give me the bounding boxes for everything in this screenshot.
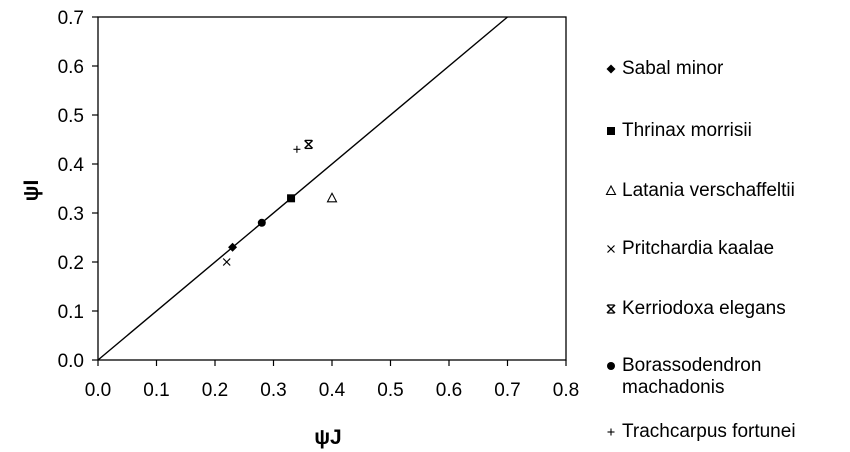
diamond-marker-shape (606, 64, 616, 74)
x-axis-label: ψJ (314, 426, 342, 449)
x-marker-icon (600, 238, 622, 260)
square-shape (287, 194, 296, 203)
plus-marker-icon (600, 421, 622, 443)
legend-item: Latania verschaffeltii (600, 180, 850, 202)
legend-label-line: Latania verschaffeltii (622, 180, 795, 201)
data-point-open-triangle (326, 192, 338, 203)
legend-label: Borassodendron machadonis (622, 355, 761, 399)
plot-area: 0.0 0.1 0.2 0.3 0.4 0.5 0.6 0.7 0.0 0.1 0.2 0.3 0.4 0… (20, 8, 579, 449)
legend-label-line: Borassodendron (622, 355, 762, 376)
legend-label-line: Thrinax morrisii (622, 120, 752, 141)
circle-shape (257, 218, 266, 227)
y-tick-label: 0.5 (58, 106, 84, 127)
data-point-asterisk-x (304, 139, 314, 150)
legend-label-line: Trachcarpus fortunei (622, 421, 796, 442)
data-point-x (222, 258, 231, 266)
x-marker-shape (607, 245, 615, 253)
x-stroke (304, 139, 314, 149)
legend-label-line: Pritchardia kaalae (622, 238, 775, 259)
x-tick-label: 0.8 (553, 380, 579, 401)
asterisk-x-marker-icon (600, 298, 622, 320)
x-stroke (607, 245, 615, 253)
square-shape (607, 127, 615, 135)
x-tick-label: 0.5 (377, 380, 403, 401)
y-tick-label: 0.6 (58, 57, 84, 78)
plus-marker-shape (607, 428, 615, 436)
y-tick-label: 0.1 (58, 302, 84, 323)
square-marker-shape (607, 127, 615, 135)
triangle-shape (326, 192, 338, 203)
circle-marker-icon (600, 355, 622, 377)
data-point-plus (293, 145, 301, 153)
open-triangle-marker-icon (600, 180, 622, 202)
x-tick-label: 0.1 (143, 380, 169, 401)
x-tick-label: 0.4 (319, 380, 346, 401)
y-axis-label: ψI (20, 180, 43, 202)
reference-line-y-equals-x (97, 16, 508, 361)
x-tick-label: 0.7 (494, 380, 520, 401)
legend-label-line: Sabal minor (622, 58, 724, 79)
legend-item: Borassodendron machadonis (600, 355, 850, 399)
y-tick-label: 0.0 (58, 351, 84, 372)
diamond-shape (228, 242, 238, 252)
circle-marker-shape (607, 362, 615, 370)
legend-label: Latania verschaffeltii (622, 180, 795, 202)
legend-item: Trachcarpus fortunei (600, 421, 850, 443)
data-point-circle (257, 218, 266, 227)
asterisk-x-marker-shape (606, 304, 616, 314)
open-triangle-marker-shape (605, 184, 617, 196)
x-tick-label: 0.6 (436, 380, 462, 401)
legend-label: Sabal minor (622, 58, 723, 80)
diamond-marker-icon (600, 58, 622, 80)
square-marker-icon (600, 120, 622, 142)
legend-item: Sabal minor (600, 58, 850, 80)
x-tick-label: 0.3 (260, 380, 286, 401)
data-point-diamond (228, 242, 238, 252)
legend-label: Trachcarpus fortunei (622, 421, 796, 443)
x-tick-label: 0.0 (85, 380, 111, 401)
legend-label: Kerriodoxa elegans (622, 298, 786, 320)
y-tick-label: 0.3 (58, 204, 84, 225)
legend-item: Kerriodoxa elegans (600, 298, 850, 320)
x-stroke (606, 304, 616, 314)
data-point-square (287, 194, 296, 203)
y-tick-label: 0.4 (58, 155, 85, 176)
x-stroke (222, 258, 231, 266)
legend-label: Pritchardia kaalae (622, 238, 774, 260)
diamond-shape (606, 64, 616, 74)
legend-label: Thrinax morrisii (622, 120, 752, 142)
triangle-shape (605, 184, 617, 196)
legend-label-line: machadonis (622, 377, 725, 398)
legend-label-line: Kerriodoxa elegans (622, 298, 786, 319)
y-tick-label: 0.7 (58, 8, 84, 29)
circle-shape (607, 362, 615, 370)
legend-item: Thrinax morrisii (600, 120, 850, 142)
y-tick-label: 0.2 (58, 253, 84, 274)
legend-item: Pritchardia kaalae (600, 238, 850, 260)
x-tick-label: 0.2 (202, 380, 228, 401)
plot-frame (97, 16, 567, 361)
